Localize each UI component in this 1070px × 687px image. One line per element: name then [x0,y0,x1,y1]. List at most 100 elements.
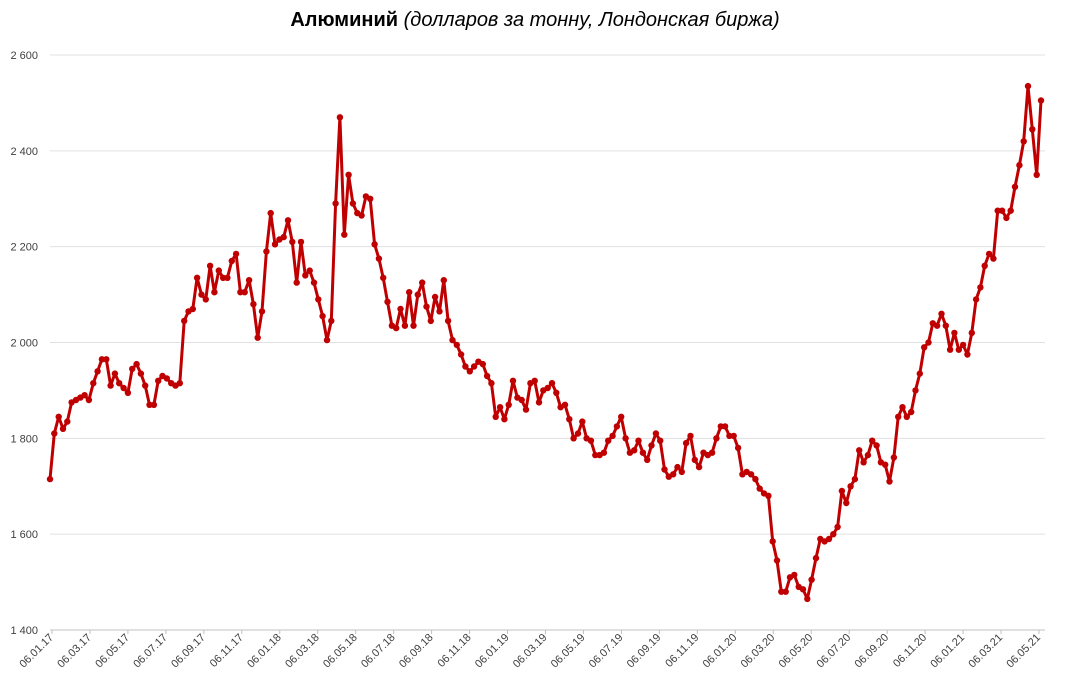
data-point [570,435,577,442]
data-point [211,289,218,296]
data-point [553,389,560,396]
data-point [332,200,339,207]
x-tick-label: 06.01.18 [245,632,284,671]
data-point [263,248,270,255]
x-tick-label: 06.03.21 [966,632,1005,671]
data-point [297,238,305,246]
data-point [293,279,300,286]
data-point [85,396,93,404]
data-point [98,356,106,363]
data-point [189,305,196,313]
data-point [548,380,556,387]
data-point [258,308,266,315]
x-tick-label: 06.11.19 [663,632,701,670]
data-point [882,461,889,468]
data-point [254,334,261,341]
data-point [903,413,910,420]
data-point [1016,162,1023,169]
x-tick-label: 06.05.20 [777,632,816,671]
data-point [908,408,915,416]
data-point [198,291,205,298]
data-point [838,487,846,495]
data-point [129,365,136,373]
data-point [116,380,123,387]
data-point [1033,171,1040,178]
data-point [133,360,140,368]
y-tick-label: 2 400 [10,146,38,158]
data-point [323,336,331,344]
data-point [981,262,988,269]
y-tick-label: 2 000 [10,338,38,350]
data-point [895,413,902,420]
data-point [561,401,569,408]
data-point [224,274,231,281]
data-point [328,317,335,325]
data-point [120,384,127,392]
data-point [349,200,357,207]
data-point [873,442,880,449]
data-point [1029,126,1036,133]
data-point [933,322,941,329]
data-point [622,435,629,442]
data-point [410,322,417,329]
data-point [440,277,447,284]
data-point [778,588,785,595]
data-point [657,437,664,444]
gridlines [50,54,1045,535]
data-point [522,406,530,413]
data-point [137,370,145,377]
data-point [375,255,383,262]
data-point [367,195,374,202]
x-tick-label: 06.05.21 [1004,632,1043,671]
y-tick-label: 2 600 [10,50,38,62]
x-tick-label: 06.07.20 [815,632,854,671]
data-point [462,363,469,370]
data-point [661,466,668,473]
data-point [925,339,932,346]
data-point [107,382,114,389]
data-point [782,588,789,595]
data-point [406,289,413,296]
data-point [59,425,67,432]
data-point [401,322,409,329]
data-point [942,322,949,329]
data-point [708,449,716,456]
data-point [271,241,279,248]
data-point [605,437,612,444]
data-point [215,267,222,274]
y-axis: 1 400 1 600 1 800 2 000 2 200 2 400 2 600 [10,50,38,637]
data-point [319,312,326,320]
data-point [613,423,621,430]
chart-title: Алюминий (долларов за тонну, Лондонская … [0,9,1070,32]
data-point [81,392,88,399]
x-tick-label: 06.07.19 [587,632,626,671]
data-point [423,303,430,310]
data-point [682,439,690,447]
data-point [631,447,638,454]
data-point [150,401,158,408]
data-point [1037,97,1045,104]
data-point [449,336,456,344]
data-point [384,298,391,305]
data-point [946,346,954,353]
x-tick-label: 06.03.17 [55,632,94,671]
data-point [721,423,729,430]
x-tick-label: 06.07.17 [131,632,170,671]
data-point [765,492,772,499]
y-tick-label: 1 800 [10,433,38,445]
data-point [639,449,647,456]
data-point [734,444,742,452]
data-point [509,377,517,384]
y-tick-label: 2 200 [10,242,38,254]
data-point [713,435,720,442]
data-point [843,499,850,507]
data-point [453,341,460,349]
x-axis: 06.01.17 06.03.17 06.05.17 06.07.17 06.09.17… [17,629,1045,671]
data-point [869,437,876,444]
x-tick-label: 06.01.21 [928,632,967,671]
x-tick-label: 06.05.17 [93,632,132,671]
x-tick-label: 06.01.17 [17,632,56,671]
data-point [579,418,586,425]
data-point [371,241,378,248]
data-point [773,557,781,564]
